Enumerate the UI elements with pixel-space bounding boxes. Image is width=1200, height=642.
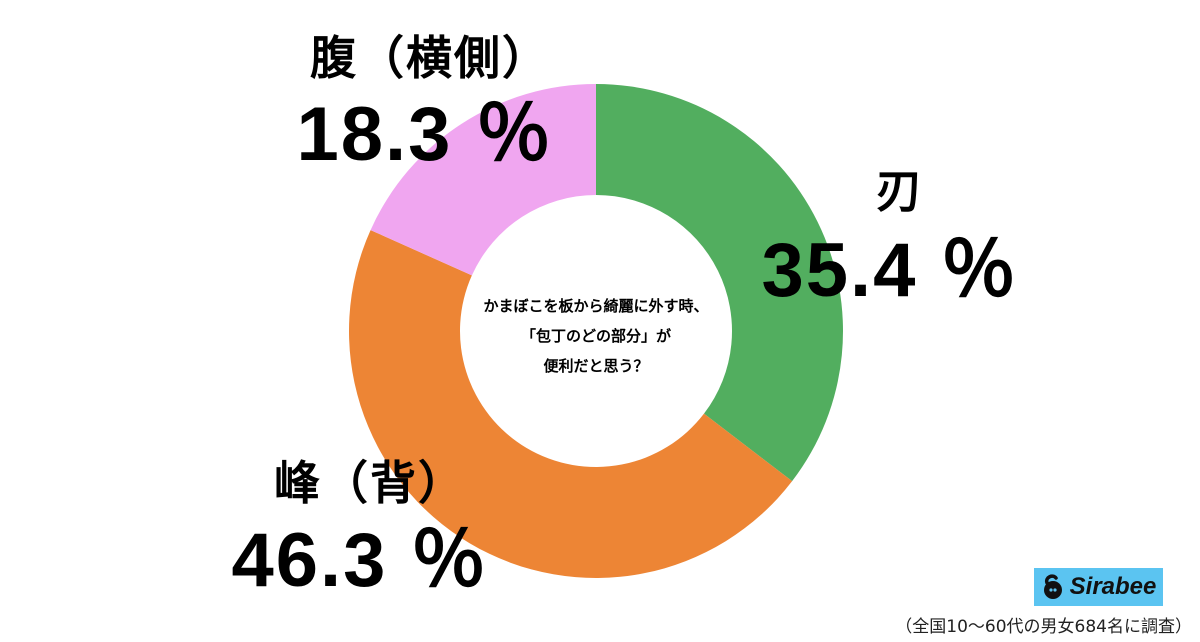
label-blade: 刃 — [840, 168, 960, 214]
sirabee-mascot-icon — [1043, 574, 1062, 599]
label-side-pct: 18.3 ％ — [296, 92, 554, 177]
survey-note: （全国10〜60代の男女684名に調査） — [895, 617, 1192, 637]
label-spine-name: 峰（背） — [274, 456, 466, 510]
donut-segment — [596, 84, 844, 482]
label-side: 腹（横側） — [300, 35, 560, 81]
donut-segment — [348, 230, 793, 579]
center-question: かまぼこを板から綺麗に外す時、 「包丁のどの部分」が 便利だと思う？ — [460, 291, 732, 381]
sirabee-logo: Sirabee — [1034, 568, 1163, 606]
label-blade-pct-wrap: 35.4 ％ — [760, 233, 1020, 309]
label-side-pct-wrap: 18.3 ％ — [290, 97, 560, 173]
label-spine-pct-wrap: 46.3 ％ — [225, 523, 495, 599]
brand-name: Sirabee — [1069, 573, 1157, 600]
question-line-1: かまぼこを板から綺麗に外す時、 — [483, 297, 709, 315]
label-spine-pct: 46.3 ％ — [231, 518, 489, 603]
label-side-name: 腹（横側） — [310, 31, 550, 85]
label-spine: 峰（背） — [260, 460, 480, 506]
question-line-3: 便利だと思う？ — [543, 357, 649, 375]
question-line-2: 「包丁のどの部分」が — [520, 327, 671, 345]
label-blade-name: 刃 — [876, 164, 924, 218]
label-blade-pct: 35.4 ％ — [761, 228, 1019, 313]
donut-segment — [370, 84, 596, 276]
